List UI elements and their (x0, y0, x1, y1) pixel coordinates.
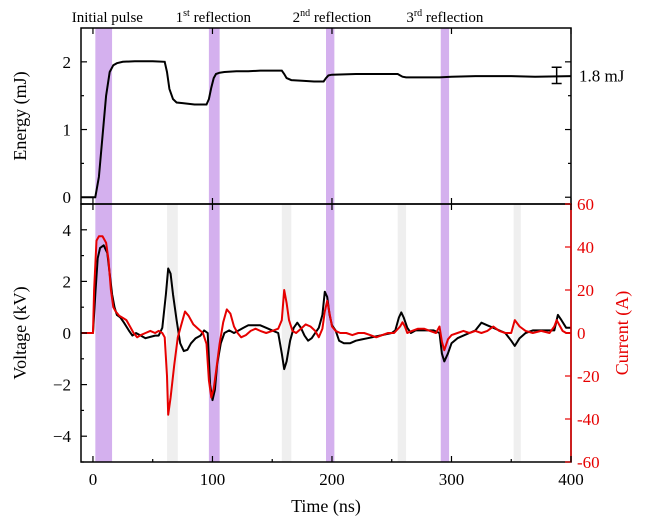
current-tick-label: -40 (577, 410, 600, 429)
voltage-tick-label: 4 (63, 221, 72, 240)
highlight-band-2 (326, 28, 335, 462)
time-tick-label: 300 (439, 470, 465, 489)
faint-band-1 (281, 204, 292, 462)
current-tick-label: -20 (577, 367, 600, 386)
band-label-ordinal: rd (414, 8, 422, 19)
band-label-ordinal: nd (300, 8, 310, 19)
energy-axis-title: Energy (mJ) (10, 71, 31, 160)
current-tick-label: 60 (577, 195, 594, 214)
current-tick-label: 0 (577, 324, 586, 343)
band-label-text: reflection (310, 10, 372, 26)
band-label-number: 2 (293, 10, 301, 26)
current-axis-title: Current (A) (612, 291, 633, 375)
band-label-1: 1st reflection (176, 8, 252, 26)
faint-band-2 (397, 204, 407, 462)
time-tick-label: 100 (200, 470, 226, 489)
band-label-text: reflection (190, 10, 252, 26)
energy-annotation: 1.8 mJ (579, 66, 625, 85)
voltage-tick-label: 2 (63, 272, 72, 291)
voltage-axis-title: Voltage (kV) (10, 286, 31, 379)
axis-labels: 1.8 mJ 0 1 2 −4 −2 0 2 4 -60 -40 -20 0 20 40 60 0 100 200 3… (10, 53, 633, 517)
current-tick-label: 20 (577, 281, 594, 300)
time-tick-label: 200 (319, 470, 345, 489)
energy-tick-label: 2 (63, 53, 72, 72)
axis-ticks (81, 28, 572, 463)
voltage-tick-label: −2 (53, 376, 71, 395)
band-label-ordinal: st (183, 8, 190, 19)
error-bar (551, 66, 562, 85)
time-tick-label: 400 (558, 470, 584, 489)
energy-tick-label: 0 (63, 188, 72, 207)
current-tick-label: 40 (577, 238, 594, 257)
reflection-header: Initial pulse 1st reflection 2nd reflectio… (72, 8, 484, 26)
current-tick-label: -60 (577, 453, 600, 472)
highlight-band-3 (440, 28, 450, 462)
faint-band-3 (513, 204, 521, 462)
voltage-current-plot (81, 235, 571, 416)
highlight-bands (95, 28, 521, 462)
current-trace (81, 235, 571, 416)
band-label-3: 3rd reflection (406, 8, 484, 26)
band-label-0: Initial pulse (72, 10, 144, 26)
energy-tick-label: 1 (63, 121, 72, 140)
time-axis-title: Time (ns) (291, 496, 361, 517)
time-tick-label: 0 (89, 470, 98, 489)
band-label-number: 3 (406, 10, 414, 26)
band-label-number: 1 (176, 10, 184, 26)
voltage-tick-label: −4 (53, 427, 72, 446)
voltage-tick-label: 0 (63, 324, 72, 343)
data-traces (81, 60, 571, 416)
faint-band-0 (167, 204, 178, 462)
highlight-band-1 (208, 28, 220, 462)
band-label-text: reflection (422, 10, 484, 26)
energy-plot (81, 60, 571, 199)
band-label-2: 2nd reflection (293, 8, 372, 26)
energy-trace (81, 60, 571, 199)
